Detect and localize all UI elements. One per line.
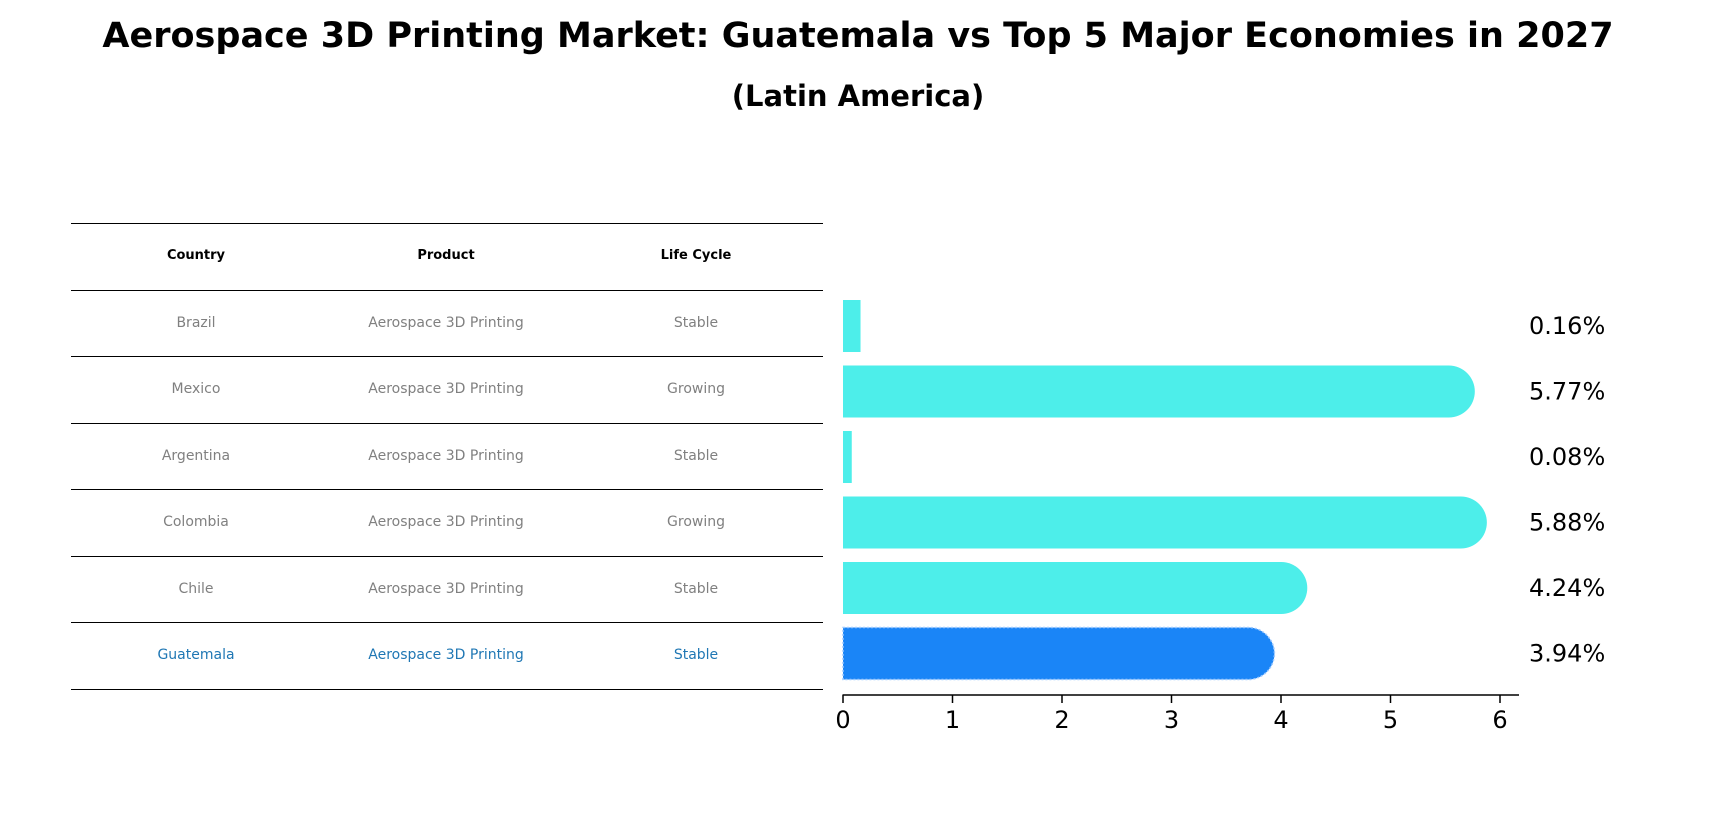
bar-colombia (843, 496, 1487, 549)
bar-chile (843, 562, 1308, 614)
x-tick-label: 4 (1273, 706, 1288, 734)
table-cell: Aerospace 3D Printing (368, 381, 524, 398)
table-rule (71, 289, 823, 291)
bar-value-label: 4.24% (1529, 574, 1605, 602)
table-cell: Growing (667, 514, 725, 531)
table-cell: Argentina (161, 447, 231, 464)
table-cell: Stable (673, 447, 719, 464)
x-tick-label: 2 (1054, 706, 1069, 734)
table-rule (71, 422, 823, 424)
table-cell: Brazil (176, 314, 216, 331)
x-tick-label: 5 (1383, 706, 1398, 734)
table-rule (71, 489, 823, 490)
x-tick-label: 1 (945, 706, 960, 734)
table-cell: Aerospace 3D Printing (368, 314, 524, 331)
table-cell: Aerospace 3D Printing (368, 514, 524, 531)
table-header-cell: Country (166, 248, 226, 264)
bar-value-label: 3.94% (1529, 640, 1605, 668)
bar-value-label: 5.77% (1529, 378, 1605, 406)
chart-subtitle: (Latin America) (731, 79, 985, 113)
table-cell: Chile (178, 580, 214, 597)
bar-value-label: 5.88% (1529, 509, 1605, 537)
table-cell: Stable (673, 314, 719, 331)
bar-value-label: 0.16% (1529, 312, 1605, 340)
table-cell: Aerospace 3D Printing (368, 647, 524, 664)
bar-brazil (843, 300, 861, 352)
table-cell: Aerospace 3D Printing (368, 580, 524, 597)
table-cell: Guatemala (157, 647, 235, 664)
bar-guatemala (842, 626, 1276, 681)
table-cell: Mexico (171, 381, 221, 398)
table-cell: Stable (673, 647, 719, 664)
table-rule (71, 223, 823, 224)
table-rule (71, 688, 823, 690)
chart-title: Aerospace 3D Printing Market: Guatemala … (102, 16, 1614, 56)
table-rule (71, 622, 823, 623)
table-header-cell: Product (417, 248, 475, 264)
table-cell: Aerospace 3D Printing (368, 447, 524, 464)
table-cell: Colombia (163, 514, 229, 531)
x-tick-label: 0 (835, 706, 850, 734)
x-tick-label: 6 (1492, 706, 1507, 734)
table-rule (71, 555, 823, 557)
table-cell: Stable (673, 580, 719, 597)
bar-mexico (843, 365, 1475, 418)
bar-value-label: 0.08% (1529, 443, 1605, 471)
table-header-cell: Life Cycle (660, 248, 732, 264)
table-rule (71, 356, 823, 357)
x-tick-label: 3 (1164, 706, 1179, 734)
bar-argentina (843, 431, 852, 483)
table-cell: Growing (667, 381, 725, 398)
